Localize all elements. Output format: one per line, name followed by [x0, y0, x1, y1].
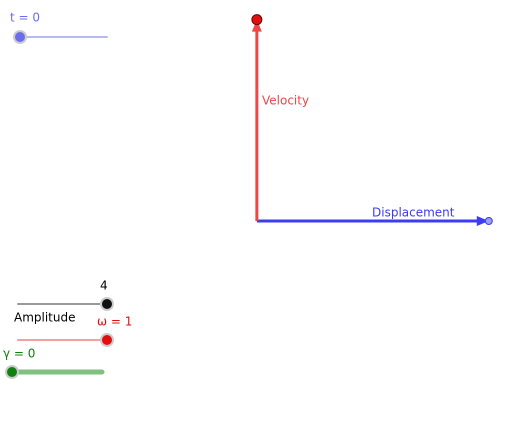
slider: Amplitude 4	[14, 279, 114, 325]
vector-label: Displacement	[372, 206, 455, 220]
vector-label: Velocity	[262, 94, 309, 108]
slider-handle[interactable]	[13, 30, 27, 44]
slider-label: t = 0	[10, 11, 40, 25]
vector: Displacement	[256, 206, 493, 226]
vector-head	[476, 216, 489, 226]
vector-endpoint[interactable]	[484, 217, 493, 225]
slider-handle[interactable]	[5, 365, 19, 379]
slider-label: Amplitude	[14, 311, 76, 325]
slider: γ = 0	[3, 347, 105, 379]
vector-head	[251, 19, 262, 32]
slider-label: ω = 1	[97, 315, 132, 329]
slider-handle[interactable]	[100, 333, 114, 347]
slider-value: 4	[100, 279, 108, 293]
vector-endpoint[interactable]	[251, 14, 263, 26]
slider-label: γ = 0	[3, 347, 35, 361]
slider: ω = 1	[17, 315, 132, 347]
vector: Velocity	[251, 14, 309, 221]
slider: t = 0	[10, 11, 108, 44]
slider-handle[interactable]	[100, 297, 114, 311]
